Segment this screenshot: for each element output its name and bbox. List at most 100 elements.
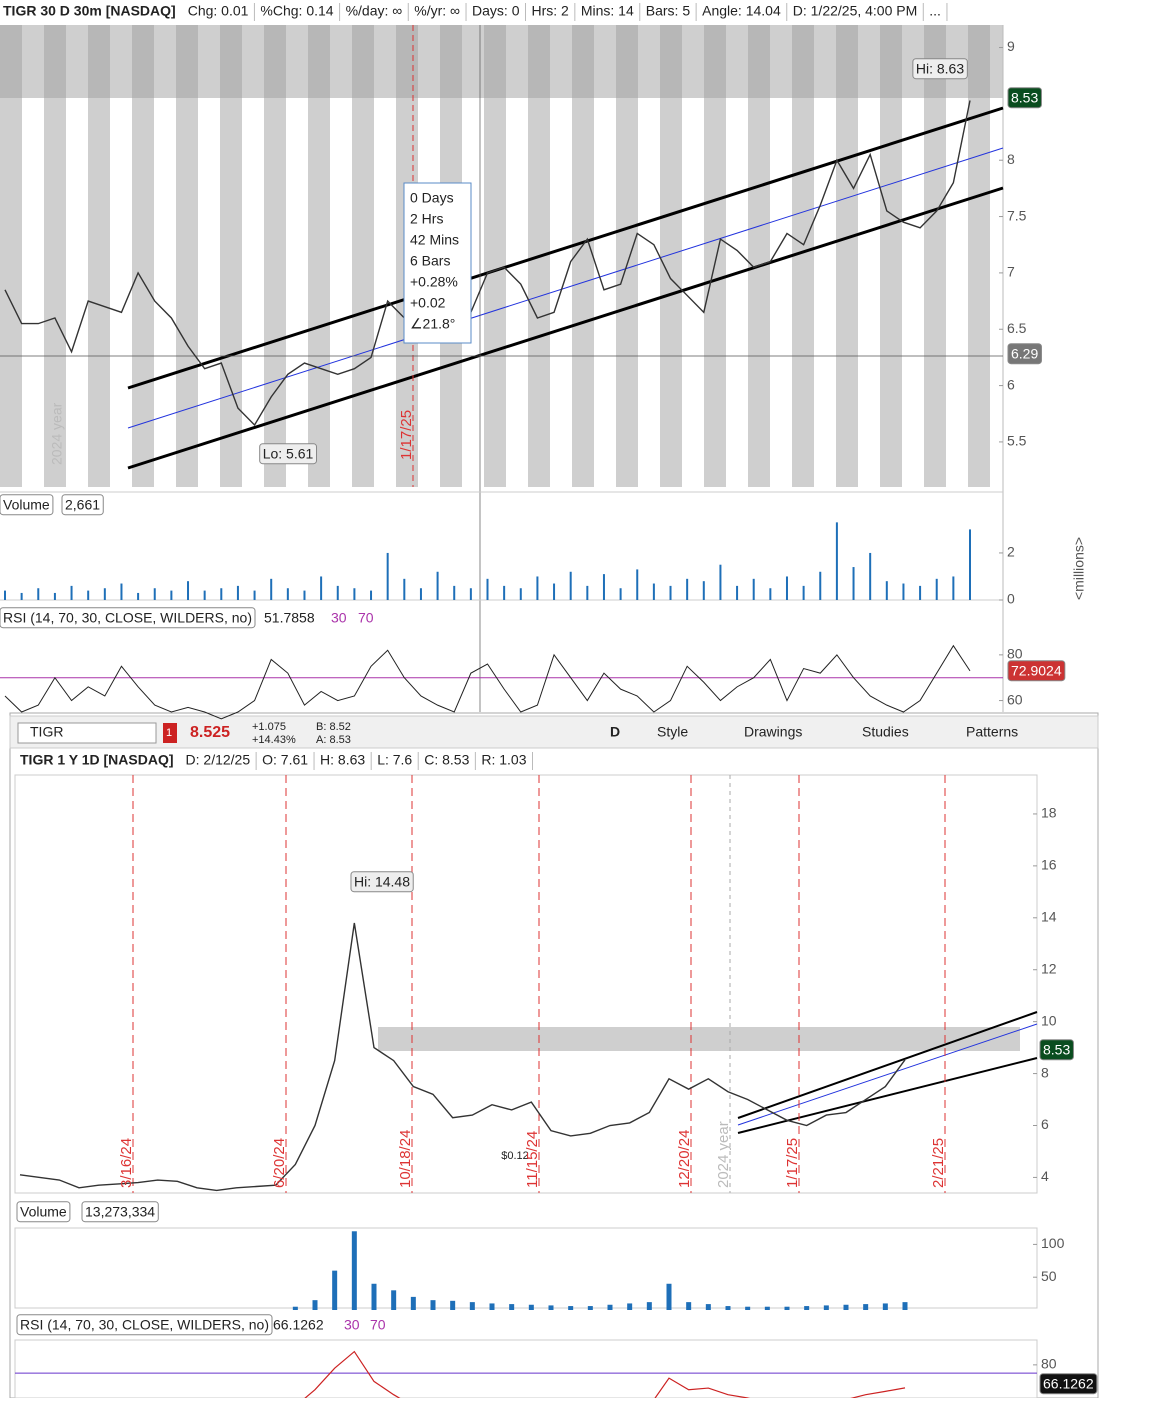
lo-label: Lo: 5.61: [263, 446, 314, 462]
volume-bar: [952, 576, 955, 600]
y-tick-label: 2: [1007, 544, 1015, 560]
volume-bar: [286, 588, 289, 600]
header-item: L: 7.6: [377, 752, 412, 768]
volume-bar: [636, 569, 639, 600]
volume-bar: [436, 571, 439, 600]
volume-bar: [312, 1300, 318, 1310]
rsi-lo: 30: [344, 1317, 360, 1333]
date-label: 6/20/24: [271, 1138, 288, 1188]
volume-bar: [646, 1302, 652, 1310]
volume-bar: [20, 592, 23, 600]
lo-label-box: [259, 443, 318, 465]
volume-bar: [220, 588, 223, 600]
dividend-label: $0.12: [501, 1150, 529, 1162]
drawings-button[interactable]: Drawings: [744, 724, 802, 740]
y-tick-label: 50: [1041, 1268, 1057, 1284]
rsi-pane: [14, 1339, 1038, 1399]
volume-bar: [403, 578, 406, 600]
y-tick-label: 14: [1041, 908, 1057, 924]
price-line: [4, 100, 971, 427]
volume-bar: [103, 588, 106, 600]
volume-bar: [203, 590, 206, 600]
pane-value-box: [61, 494, 104, 516]
session-shading: [0, 25, 1003, 487]
volume-bar: [736, 585, 739, 600]
header-item: %Chg: 0.14: [260, 3, 333, 19]
volume-bar: [87, 590, 90, 600]
volume-bar: [70, 585, 73, 600]
header-item: O: 7.61: [262, 752, 308, 768]
volume-bar: [568, 1306, 574, 1310]
volume-bar: [919, 585, 922, 600]
rsi-hi: 70: [358, 610, 374, 626]
crosshair-label: 6.29: [1011, 346, 1038, 362]
volume-bar: [784, 1306, 790, 1310]
change: +1.075: [252, 721, 286, 733]
volume-bar: [719, 564, 722, 600]
pane-title: Volume: [20, 1204, 67, 1220]
volume-bar: [652, 583, 655, 600]
header-item: D: 2/12/25: [186, 752, 251, 768]
pane-value: 66.1262: [273, 1317, 324, 1333]
volume-bar: [292, 1306, 298, 1310]
volume-pane: [14, 1227, 1038, 1309]
rsi-hi: 70: [370, 1317, 386, 1333]
tooltip-line: 42 Mins: [410, 232, 459, 248]
volume-bar: [669, 585, 672, 600]
studies-button[interactable]: Studies: [862, 724, 909, 740]
date-label: 2/21/25: [930, 1138, 947, 1188]
rsi-last-label: 72.9024: [1011, 663, 1062, 679]
volume-bar: [509, 1304, 515, 1310]
volume-bar: [332, 1270, 338, 1310]
period[interactable]: D: [610, 724, 620, 740]
header-item: %/yr: ∞: [414, 3, 460, 19]
pane-title: RSI (14, 70, 30, CLOSE, WILDERS, no): [3, 610, 252, 626]
volume-bar: [187, 581, 190, 600]
header-item: TIGR 1 Y 1D [NASDAQ]: [20, 752, 174, 768]
volume-bar: [270, 578, 273, 600]
date-label: 1/17/25: [784, 1138, 801, 1188]
y-tick-label: 8: [1007, 151, 1015, 167]
date-label: 3/16/24: [118, 1138, 135, 1188]
volume-bar: [769, 588, 772, 600]
header-item: Days: 0: [472, 3, 520, 19]
ask: A: 8.53: [316, 734, 351, 746]
tooltip-line: 6 Bars: [410, 253, 450, 269]
price-pane: [14, 774, 1038, 1194]
volume-bar: [802, 585, 805, 600]
y-tick-label: 60: [1007, 691, 1023, 707]
header-item: %/day: ∞: [346, 3, 403, 19]
hi-label-box: [350, 871, 414, 893]
pane-value: 13,273,334: [85, 1204, 155, 1220]
hi-label-box: [912, 58, 968, 80]
channel-mid: [737, 1023, 1038, 1126]
header-item: Hrs: 2: [532, 3, 570, 19]
y-tick-label: 0: [1007, 591, 1015, 607]
pct-change: +14.43%: [252, 734, 296, 746]
y-tick-label: 7: [1007, 264, 1015, 280]
y-tick-label: 80: [1007, 646, 1023, 662]
pane-title-box: [16, 1314, 273, 1336]
volume-bar: [819, 571, 822, 600]
volume-bar: [607, 1304, 613, 1310]
volume-bar: [371, 1283, 377, 1310]
y-tick-label: 80: [1041, 1356, 1057, 1372]
header-item: Bars: 5: [646, 3, 691, 19]
tooltip-line: +0.28%: [410, 274, 458, 290]
last-price-label-box: [1039, 1039, 1074, 1061]
style-button[interactable]: Style: [657, 724, 688, 740]
volume-bar: [823, 1305, 829, 1310]
patterns-button[interactable]: Patterns: [966, 724, 1018, 740]
channel-upper: [127, 106, 1004, 390]
date-label: 1/17/25: [398, 410, 415, 460]
y-tick-label: 6: [1041, 1116, 1049, 1132]
header-item: Mins: 14: [581, 3, 634, 19]
volume-bar: [4, 590, 6, 600]
header-item: Chg: 0.01: [188, 3, 249, 19]
price: 8.525: [190, 724, 230, 741]
y-tick-label: 8: [1041, 1064, 1049, 1080]
symbol-box[interactable]: [17, 722, 157, 744]
symbol[interactable]: TIGR: [30, 724, 63, 740]
tooltip-line: 2 Hrs: [410, 211, 443, 227]
volume-bar: [336, 585, 339, 600]
